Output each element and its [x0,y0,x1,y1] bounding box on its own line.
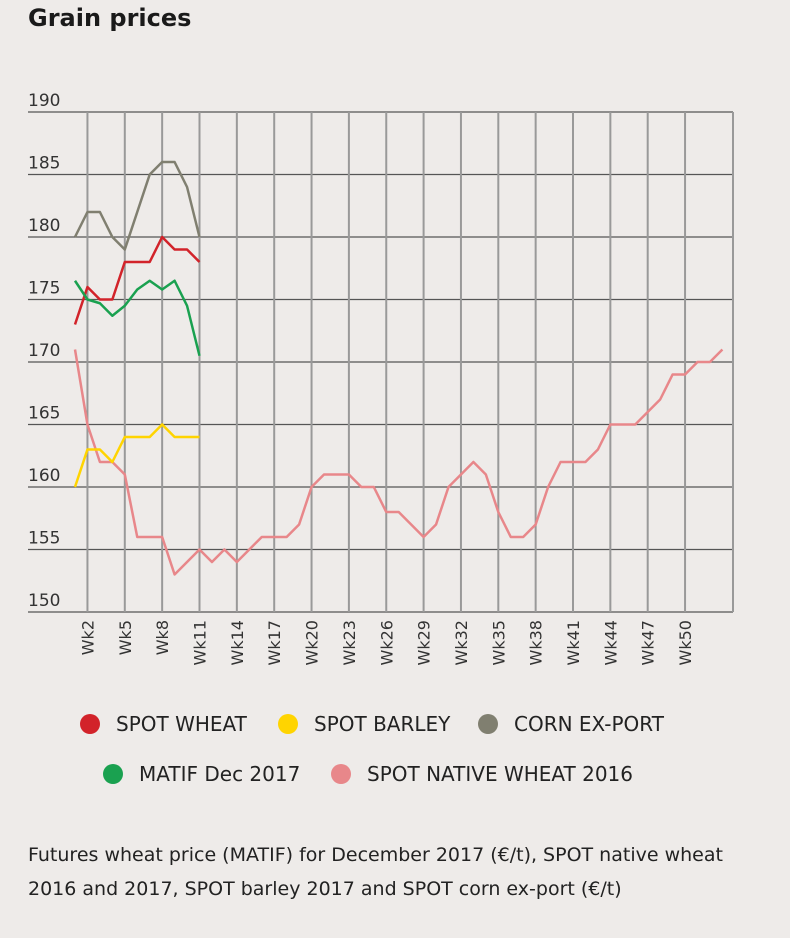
y-tick-label: 180 [28,216,60,236]
legend-marker [278,714,298,734]
legend-label: SPOT WHEAT [116,712,247,736]
x-tick-label: Wk47 [639,620,658,665]
series-line-spot-wheat [73,235,201,325]
x-tick-label: Wk11 [191,620,210,665]
x-tick-label: Wk38 [527,620,546,665]
x-tick-label: Wk26 [377,620,396,665]
y-tick-label: 175 [28,279,60,299]
x-tick-label: Wk29 [415,620,434,665]
legend-marker [331,764,351,784]
x-tick-label: Wk41 [564,620,583,665]
legend-label: MATIF Dec 2017 [139,762,301,786]
series-line-matif-dec-2017 [73,279,201,357]
x-tick-label: Wk14 [228,620,247,665]
legend-item-matif: MATIF Dec 2017 [103,762,300,786]
legend-item-spot-wheat: SPOT WHEAT [80,712,247,736]
legend-label: CORN EX-PORT [514,712,664,736]
y-tick-label: 165 [28,404,60,424]
line-chart: 150 155 160 165 170 175 180 185 190 Wk2 Wk5 Wk8 Wk11… [28,91,734,665]
x-tick-label: Wk20 [303,620,322,665]
x-tick-label: Wk5 [116,620,135,655]
y-tick-label: 150 [28,591,60,611]
series-line-spot-barley [73,423,200,488]
legend-marker [478,714,498,734]
legend-item-spot-native-wheat-2016: SPOT NATIVE WHEAT 2016 [331,762,633,786]
x-tick-label: Wk17 [265,620,284,665]
y-tick-label: 185 [28,154,60,174]
y-tick-label: 190 [28,91,60,111]
y-tick-label: 155 [28,529,60,549]
x-tick-label: Wk8 [153,620,172,655]
legend-item-spot-barley: SPOT BARLEY [278,712,450,736]
series-line-corn-ex-port [73,160,201,251]
x-tick-label: Wk44 [601,620,620,665]
legend-item-corn-ex-port: CORN EX-PORT [478,712,664,736]
legend-label: SPOT NATIVE WHEAT 2016 [367,762,634,786]
y-tick-label: 170 [28,341,60,361]
x-tick-label: Wk35 [489,620,508,665]
chart-title: Grain prices [28,4,192,32]
series-line-spot-native-wheat-2016 [73,348,724,576]
legend-label: SPOT BARLEY [314,712,451,736]
x-tick-label: Wk2 [78,620,97,655]
legend-marker [80,714,100,734]
chart-caption: Futures wheat price (MATIF) for December… [28,844,723,900]
y-tick-label: 160 [28,466,60,486]
legend-marker [103,764,123,784]
x-tick-label: Wk23 [340,620,359,665]
x-tick-label: Wk32 [452,620,471,665]
x-tick-label: Wk50 [676,620,695,665]
